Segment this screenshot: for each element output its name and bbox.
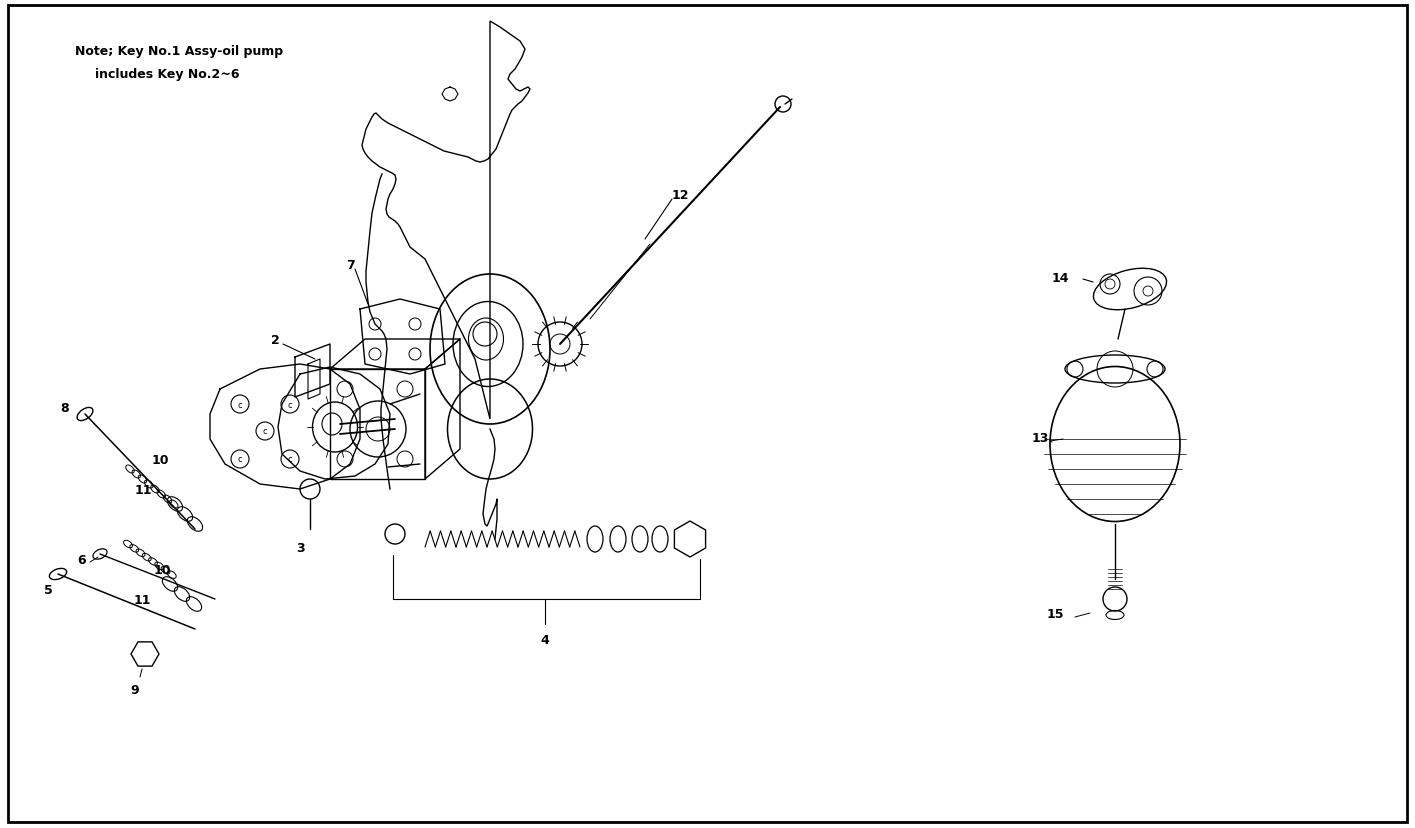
Text: 7: 7 bbox=[345, 258, 354, 272]
Text: 6: 6 bbox=[78, 553, 86, 566]
Text: 11: 11 bbox=[133, 593, 151, 606]
Text: c: c bbox=[287, 400, 293, 409]
Text: 10: 10 bbox=[153, 563, 171, 575]
Text: 13: 13 bbox=[1032, 431, 1049, 444]
Text: c: c bbox=[287, 455, 293, 464]
Text: Note; Key No.1 Assy-oil pump: Note; Key No.1 Assy-oil pump bbox=[75, 45, 283, 58]
Text: 5: 5 bbox=[44, 583, 52, 596]
Text: 12: 12 bbox=[671, 188, 689, 201]
Text: 10: 10 bbox=[151, 453, 168, 466]
Text: c: c bbox=[238, 455, 242, 464]
Text: c: c bbox=[263, 427, 267, 436]
Text: 8: 8 bbox=[61, 401, 69, 414]
Text: 4: 4 bbox=[541, 633, 549, 646]
Text: 15: 15 bbox=[1046, 608, 1064, 621]
Text: c: c bbox=[238, 400, 242, 409]
Bar bbox=[330, 369, 424, 479]
Text: 14: 14 bbox=[1051, 272, 1068, 284]
Text: 2: 2 bbox=[270, 333, 279, 346]
Text: includes Key No.2~6: includes Key No.2~6 bbox=[95, 68, 239, 81]
Text: 9: 9 bbox=[130, 682, 139, 696]
Text: 11: 11 bbox=[134, 483, 151, 496]
Text: 3: 3 bbox=[296, 541, 304, 554]
